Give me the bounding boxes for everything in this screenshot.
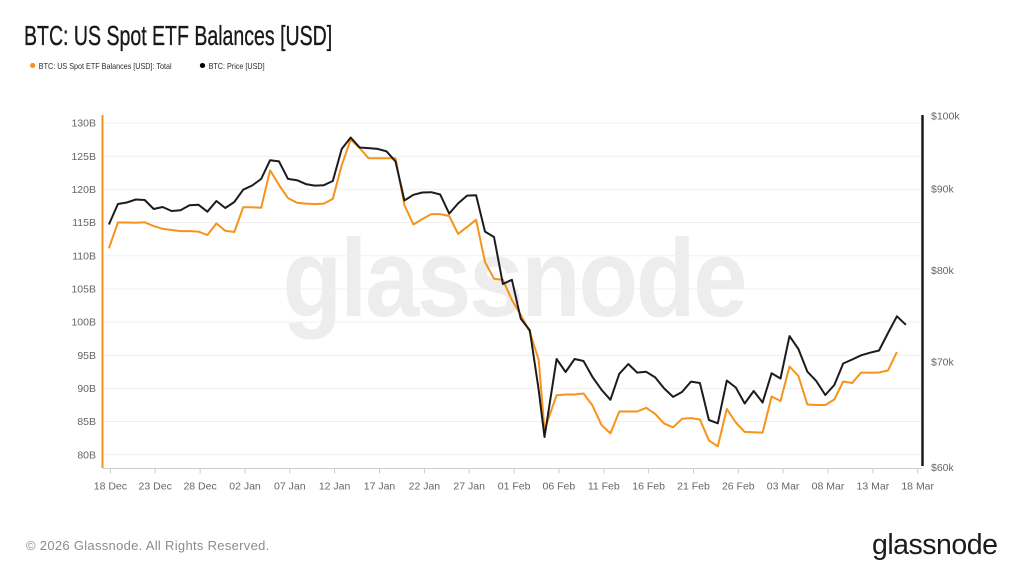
svg-text:21 Feb: 21 Feb (677, 481, 710, 493)
svg-text:17 Jan: 17 Jan (364, 481, 396, 493)
svg-text:90B: 90B (77, 383, 96, 395)
svg-text:18 Mar: 18 Mar (901, 481, 934, 493)
svg-text:26 Feb: 26 Feb (722, 481, 755, 493)
svg-text:08 Mar: 08 Mar (812, 481, 845, 493)
svg-text:85B: 85B (77, 416, 96, 428)
svg-text:16 Feb: 16 Feb (632, 481, 665, 493)
svg-text:95B: 95B (77, 350, 96, 362)
svg-text:$70k: $70k (931, 357, 955, 369)
svg-text:02 Jan: 02 Jan (229, 481, 261, 493)
svg-text:125B: 125B (71, 151, 96, 163)
svg-text:120B: 120B (71, 184, 96, 196)
svg-text:$80k: $80k (931, 265, 955, 277)
svg-text:$90k: $90k (931, 184, 955, 196)
svg-text:28 Dec: 28 Dec (183, 481, 216, 493)
svg-text:22 Jan: 22 Jan (409, 481, 441, 493)
svg-text:11 Feb: 11 Feb (588, 481, 620, 493)
svg-text:01 Feb: 01 Feb (498, 481, 531, 493)
svg-text:$100k: $100k (931, 111, 960, 123)
svg-text:80B: 80B (77, 449, 96, 461)
svg-text:105B: 105B (71, 284, 96, 296)
svg-text:100B: 100B (71, 317, 96, 329)
svg-text:27 Jan: 27 Jan (453, 481, 485, 493)
svg-text:12 Jan: 12 Jan (319, 481, 351, 493)
svg-text:18 Dec: 18 Dec (94, 481, 127, 493)
svg-text:23 Dec: 23 Dec (139, 481, 172, 493)
svg-text:03 Mar: 03 Mar (767, 481, 800, 493)
svg-text:110B: 110B (72, 250, 96, 262)
svg-text:06 Feb: 06 Feb (543, 481, 576, 493)
svg-text:07 Jan: 07 Jan (274, 481, 306, 493)
svg-text:$60k: $60k (931, 462, 955, 474)
svg-text:130B: 130B (71, 118, 96, 130)
svg-text:13 Mar: 13 Mar (857, 481, 890, 493)
svg-text:115B: 115B (72, 217, 96, 229)
